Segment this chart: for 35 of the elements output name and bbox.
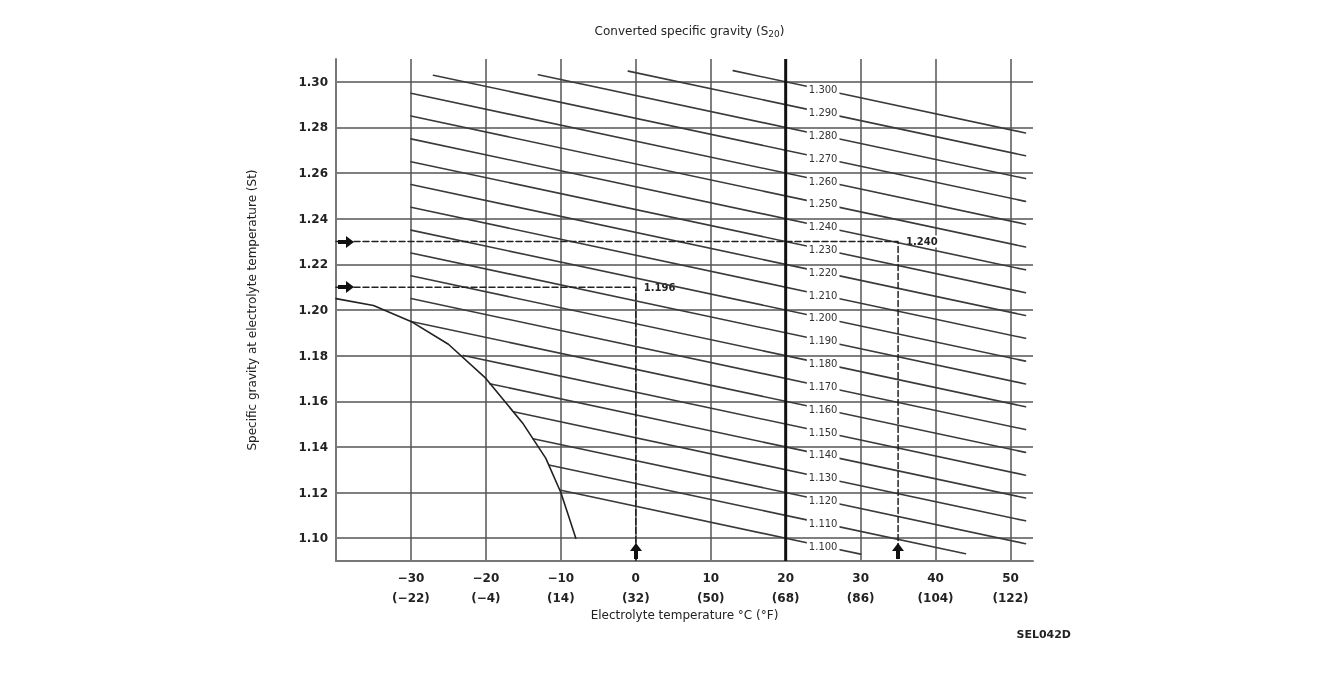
y-tick-label: 1.12: [298, 485, 328, 500]
x-tick-label: −10: [547, 571, 575, 585]
x-tick-label: 30: [852, 571, 869, 585]
x-tick-label: 40: [927, 571, 944, 585]
y-tick-label: 1.14: [298, 439, 328, 454]
x-axis-title: Electrolyte temperature °C (°F): [590, 608, 779, 622]
x-tick-label: −30: [397, 571, 425, 585]
x2-tick-label: (68): [771, 591, 800, 605]
y-tick-label: 1.30: [298, 74, 328, 89]
x-tick-label: 20: [777, 571, 795, 585]
x2-tick-label: (86): [846, 591, 875, 605]
x2-tick-label: (50): [696, 591, 725, 605]
annotation: 1.240: [906, 236, 938, 248]
y-tick-label: 1.26: [298, 166, 328, 181]
x-tick-label: −20: [472, 571, 500, 585]
x2-tick-label: (104): [917, 591, 954, 605]
y-axis-title: Specific gravity at electrolyte temperature (St): [245, 169, 259, 451]
x2-tick-label: (−4): [471, 591, 501, 605]
y-tick-label: 1.10: [298, 531, 328, 546]
x2-tick-label: (32): [621, 591, 650, 605]
x2-tick-label: (−22): [392, 591, 430, 605]
x-tick-label: 0: [631, 571, 640, 585]
y-tick-label: 1.20: [298, 303, 328, 317]
y-tick-label: 1.16: [298, 394, 328, 409]
x-tick-label: 10: [702, 571, 720, 585]
y-tick-label: 1.24: [298, 211, 328, 226]
y-tick-label: 1.28: [298, 120, 328, 135]
x2-tick-label: (14): [547, 591, 575, 605]
y-tick-label: 1.22: [298, 257, 328, 272]
line-series: [335, 297, 577, 539]
text: SEL042D: [1016, 628, 1072, 641]
x2-tick-label: (122): [992, 591, 1029, 605]
y-tick-label: 1.18: [298, 348, 328, 363]
x-tick-label: 50: [1002, 571, 1019, 585]
annotation: 1.196: [643, 281, 676, 293]
